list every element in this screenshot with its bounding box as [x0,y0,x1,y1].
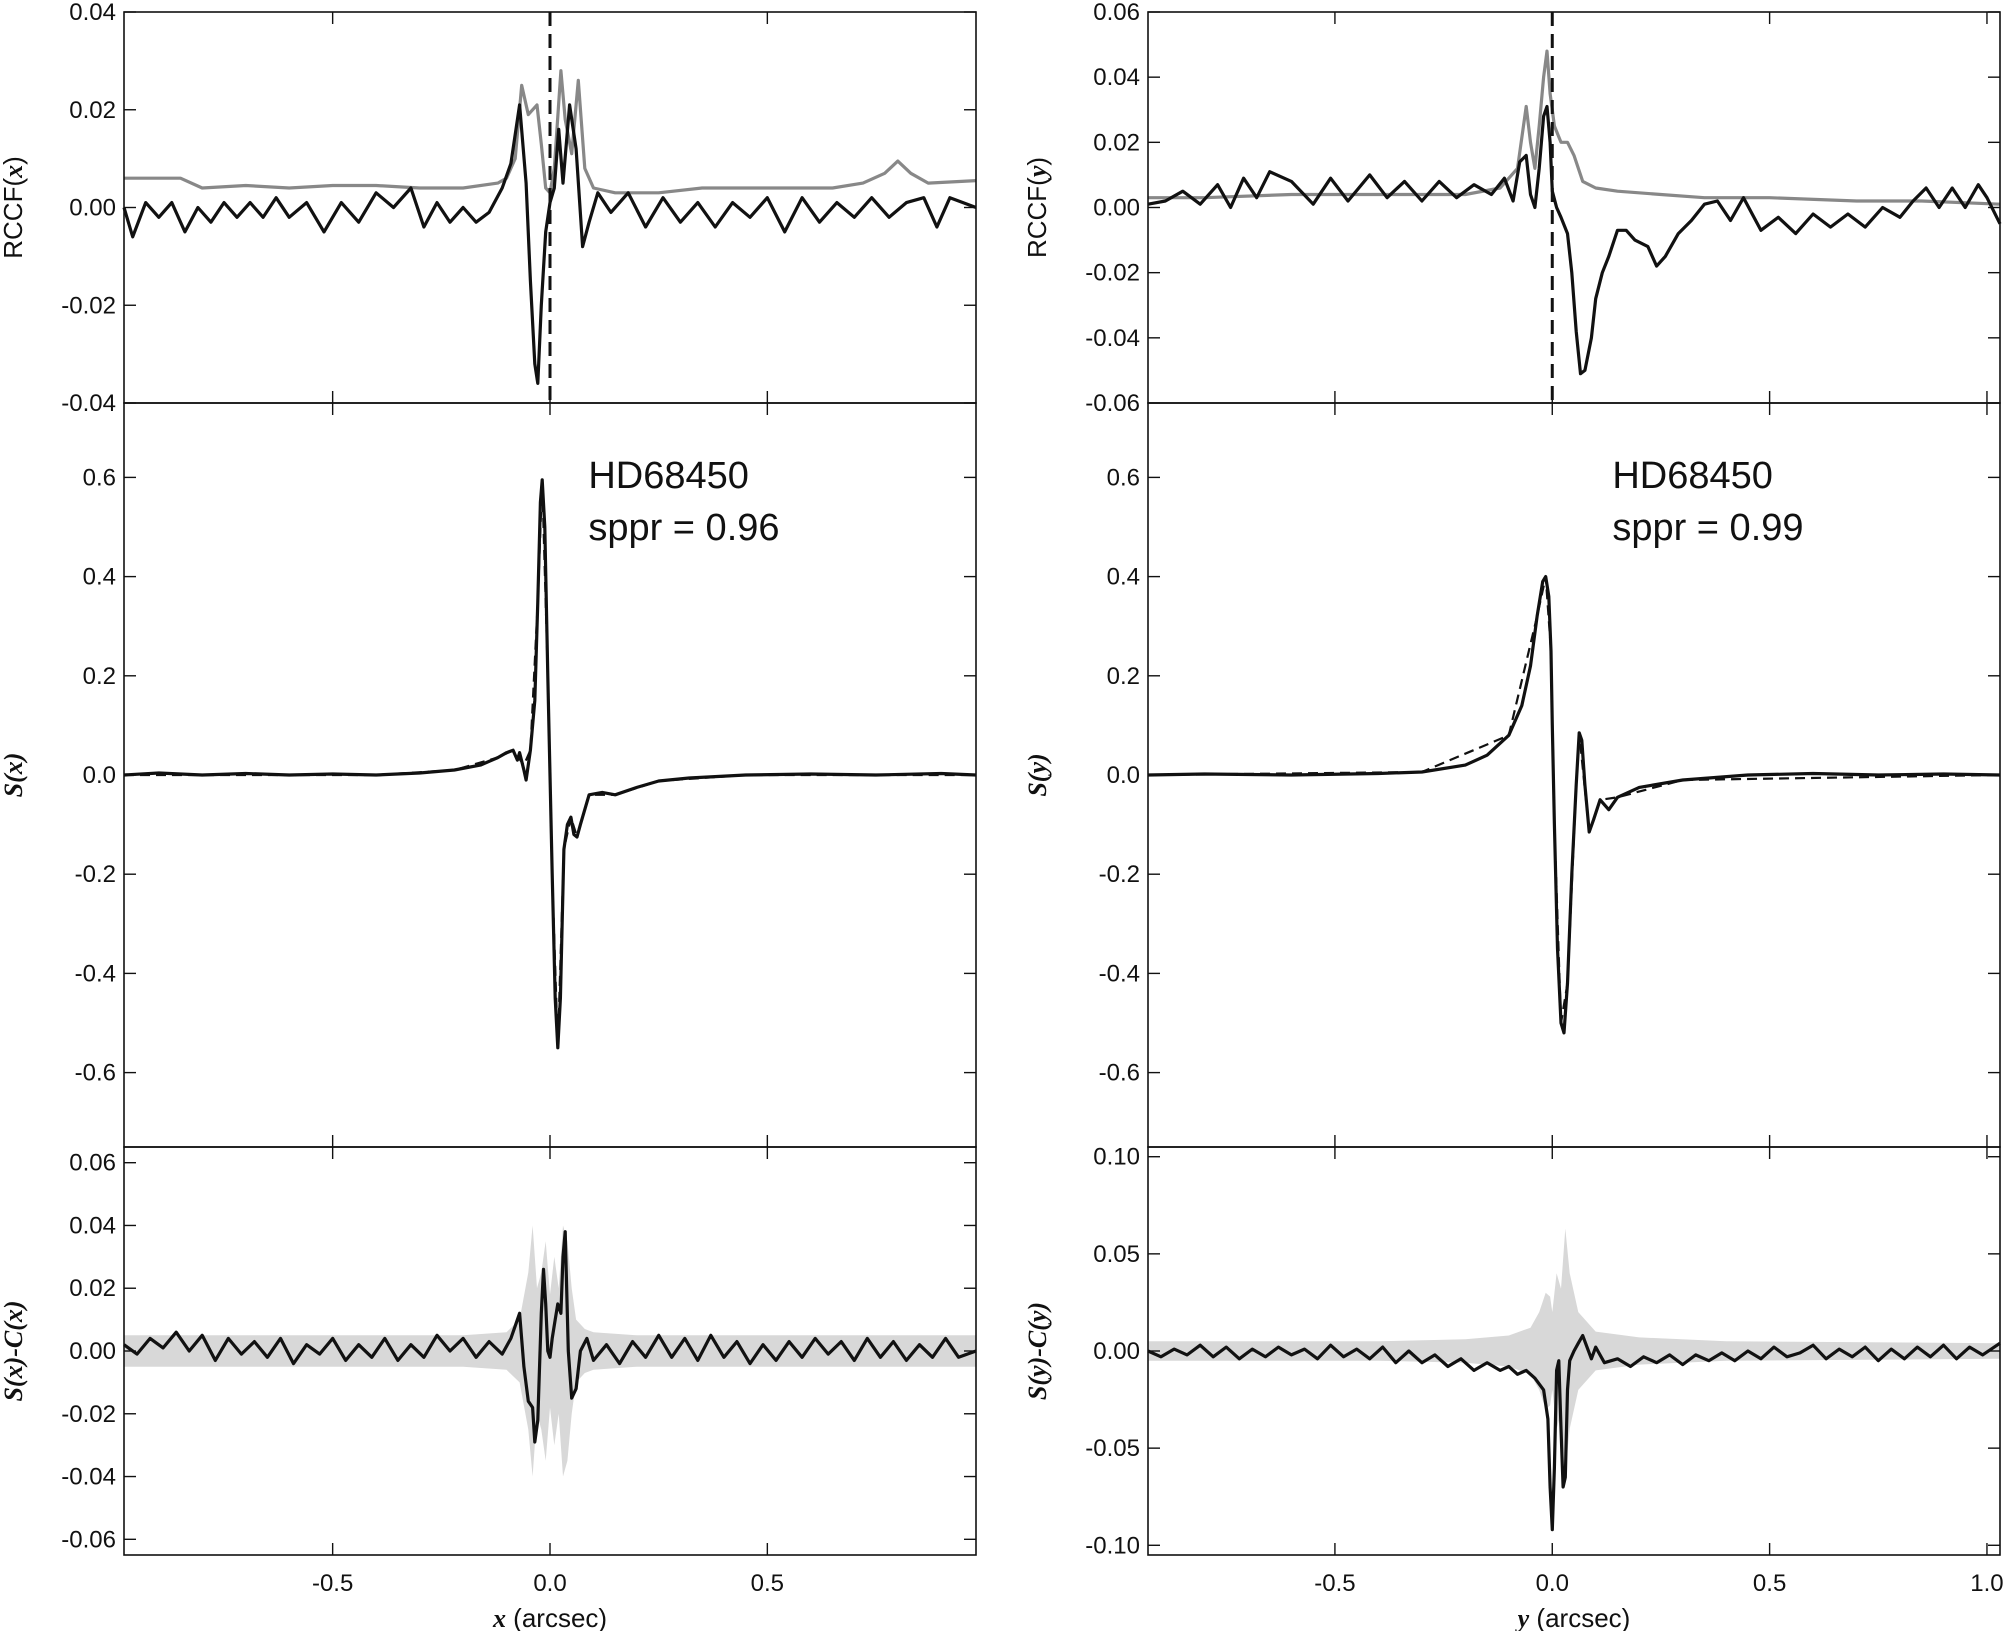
right-top-ytick-label: -0.02 [1085,260,1140,287]
left-bot-xtick-label: 0.5 [751,1570,784,1597]
left-mid-ylabel: S(x) [0,753,28,798]
left-bot-ylabel: S(x)-C(x) [0,1300,28,1401]
left-top-ytick-label: 0.02 [69,97,116,124]
left-bot-xlabel: x (arcsec) [492,1603,607,1631]
right-mid-series-0 [1147,575,2001,1035]
left-top-ytick-label: -0.02 [61,292,116,319]
right-bot-xlabel: y (arcsec) [1515,1603,1631,1631]
left-top-ytick-label: 0.04 [69,0,116,26]
right-mid-ylabel: S(y) [1023,753,1052,796]
right-bot-xtick-label: -0.5 [1314,1570,1355,1597]
left-top-ylabel: RCCF(x) [0,156,28,259]
left-bot-ytick-label: 0.00 [69,1338,116,1365]
left-mid-series-1 [124,478,976,1049]
right-top-series-0 [1148,49,2001,206]
left-bot-xtick-label: -0.5 [312,1570,353,1597]
right-mid-series-1 [1147,575,2001,1025]
right-top-ytick-label: 0.00 [1093,195,1140,222]
left-top-panel: 0.04 0.02 0.00 -0.02 -0.04 RCCF(x) [0,0,977,417]
right-top-ytick-label: -0.06 [1085,390,1140,417]
left-top-ytick-label: -0.04 [61,390,116,417]
left-bot-ytick-label: 0.04 [69,1212,116,1239]
right-mid-ytick-label: 0.0 [1107,762,1140,789]
right-top-panel: 0.06 0.04 0.02 0.00 -0.02 -0.04 -0.06 RCCF(y) [1022,0,2002,417]
right-mid-ytick-label: 0.2 [1107,663,1140,690]
left-bot-series-0 [123,1230,977,1444]
right-top-ytick-label: -0.04 [1085,325,1140,352]
right-mid-ytick-label: -0.2 [1099,861,1140,888]
right-mid-annotation: HD68450 [1612,455,1773,497]
left-mid-annotation: HD68450 [588,455,749,497]
right-top-ytick-label: 0.02 [1093,129,1140,156]
right-mid-ytick-label: -0.6 [1099,1060,1140,1087]
left-mid-ytick-label: 0.6 [83,464,116,491]
right-bot-xtick-label: 0.0 [1536,1570,1569,1597]
left-bot-ytick-label: 0.02 [69,1275,116,1302]
right-bot-ytick-label: 0.00 [1093,1338,1140,1365]
left-mid-annotation: sppr = 0.96 [588,507,779,549]
right-top-ytick-label: 0.04 [1093,64,1140,91]
right-bot-ytick-label: 0.10 [1093,1144,1140,1171]
right-mid-ytick-label: 0.4 [1107,564,1140,591]
left-bot-panel: 0.06 0.04 0.02 0.00 -0.02 -0.04 -0.06 -0.5 0.0 0.… [0,1146,977,1631]
left-bot-ytick-label: -0.02 [61,1401,116,1428]
left-bot-ytick-label: 0.06 [69,1150,116,1177]
left-bot-ytick-label: -0.04 [61,1464,116,1491]
right-mid-ytick-label: 0.6 [1107,464,1140,491]
left-bot-ytick-label: -0.06 [61,1526,116,1553]
left-mid-ytick-label: -0.4 [75,960,116,987]
left-mid-ytick-label: 0.0 [83,762,116,789]
right-bot-ytick-label: -0.10 [1085,1532,1140,1559]
right-bot-ytick-label: -0.05 [1085,1435,1140,1462]
right-bot-ylabel: S(y)-C(y) [1023,1302,1052,1400]
left-mid-ytick-label: 0.4 [83,564,116,591]
right-top-ylabel: RCCF(y) [1022,157,1052,258]
right-mid-ytick-label: -0.4 [1099,960,1140,987]
right-bot-xtick-label: 1.0 [1970,1570,2003,1597]
left-top-series-1 [122,103,977,385]
left-top-ytick-label: 0.00 [69,195,116,222]
right-bot-xtick-label: 0.5 [1753,1570,1786,1597]
right-bot-panel: 0.10 0.05 0.00 -0.05 -0.10 -0.5 0.0 0.5 1.0 S(y)-… [1023,1144,2004,1631]
left-mid-ytick-label: 0.2 [83,663,116,690]
right-bot-ytick-label: 0.05 [1093,1241,1140,1268]
left-mid-ytick-label: -0.6 [75,1060,116,1087]
right-top-ytick-label: 0.06 [1093,0,1140,26]
right-top-series-1 [1147,104,2002,376]
right-top-frame [1147,11,2001,404]
right-mid-annotation: sppr = 0.99 [1612,507,1803,549]
left-bot-xtick-label: 0.0 [533,1570,566,1597]
left-mid-panel: 0.6 0.4 0.2 0.0 -0.2 -0.4 -0.6 S(x) HD68450 sppr … [0,402,977,1148]
left-mid-ytick-label: -0.2 [75,861,116,888]
right-bot-series-0 [1147,1333,2001,1532]
right-mid-panel: 0.6 0.4 0.2 0.0 -0.2 -0.4 -0.6 S(y) HD68450 sppr … [1023,402,2001,1148]
